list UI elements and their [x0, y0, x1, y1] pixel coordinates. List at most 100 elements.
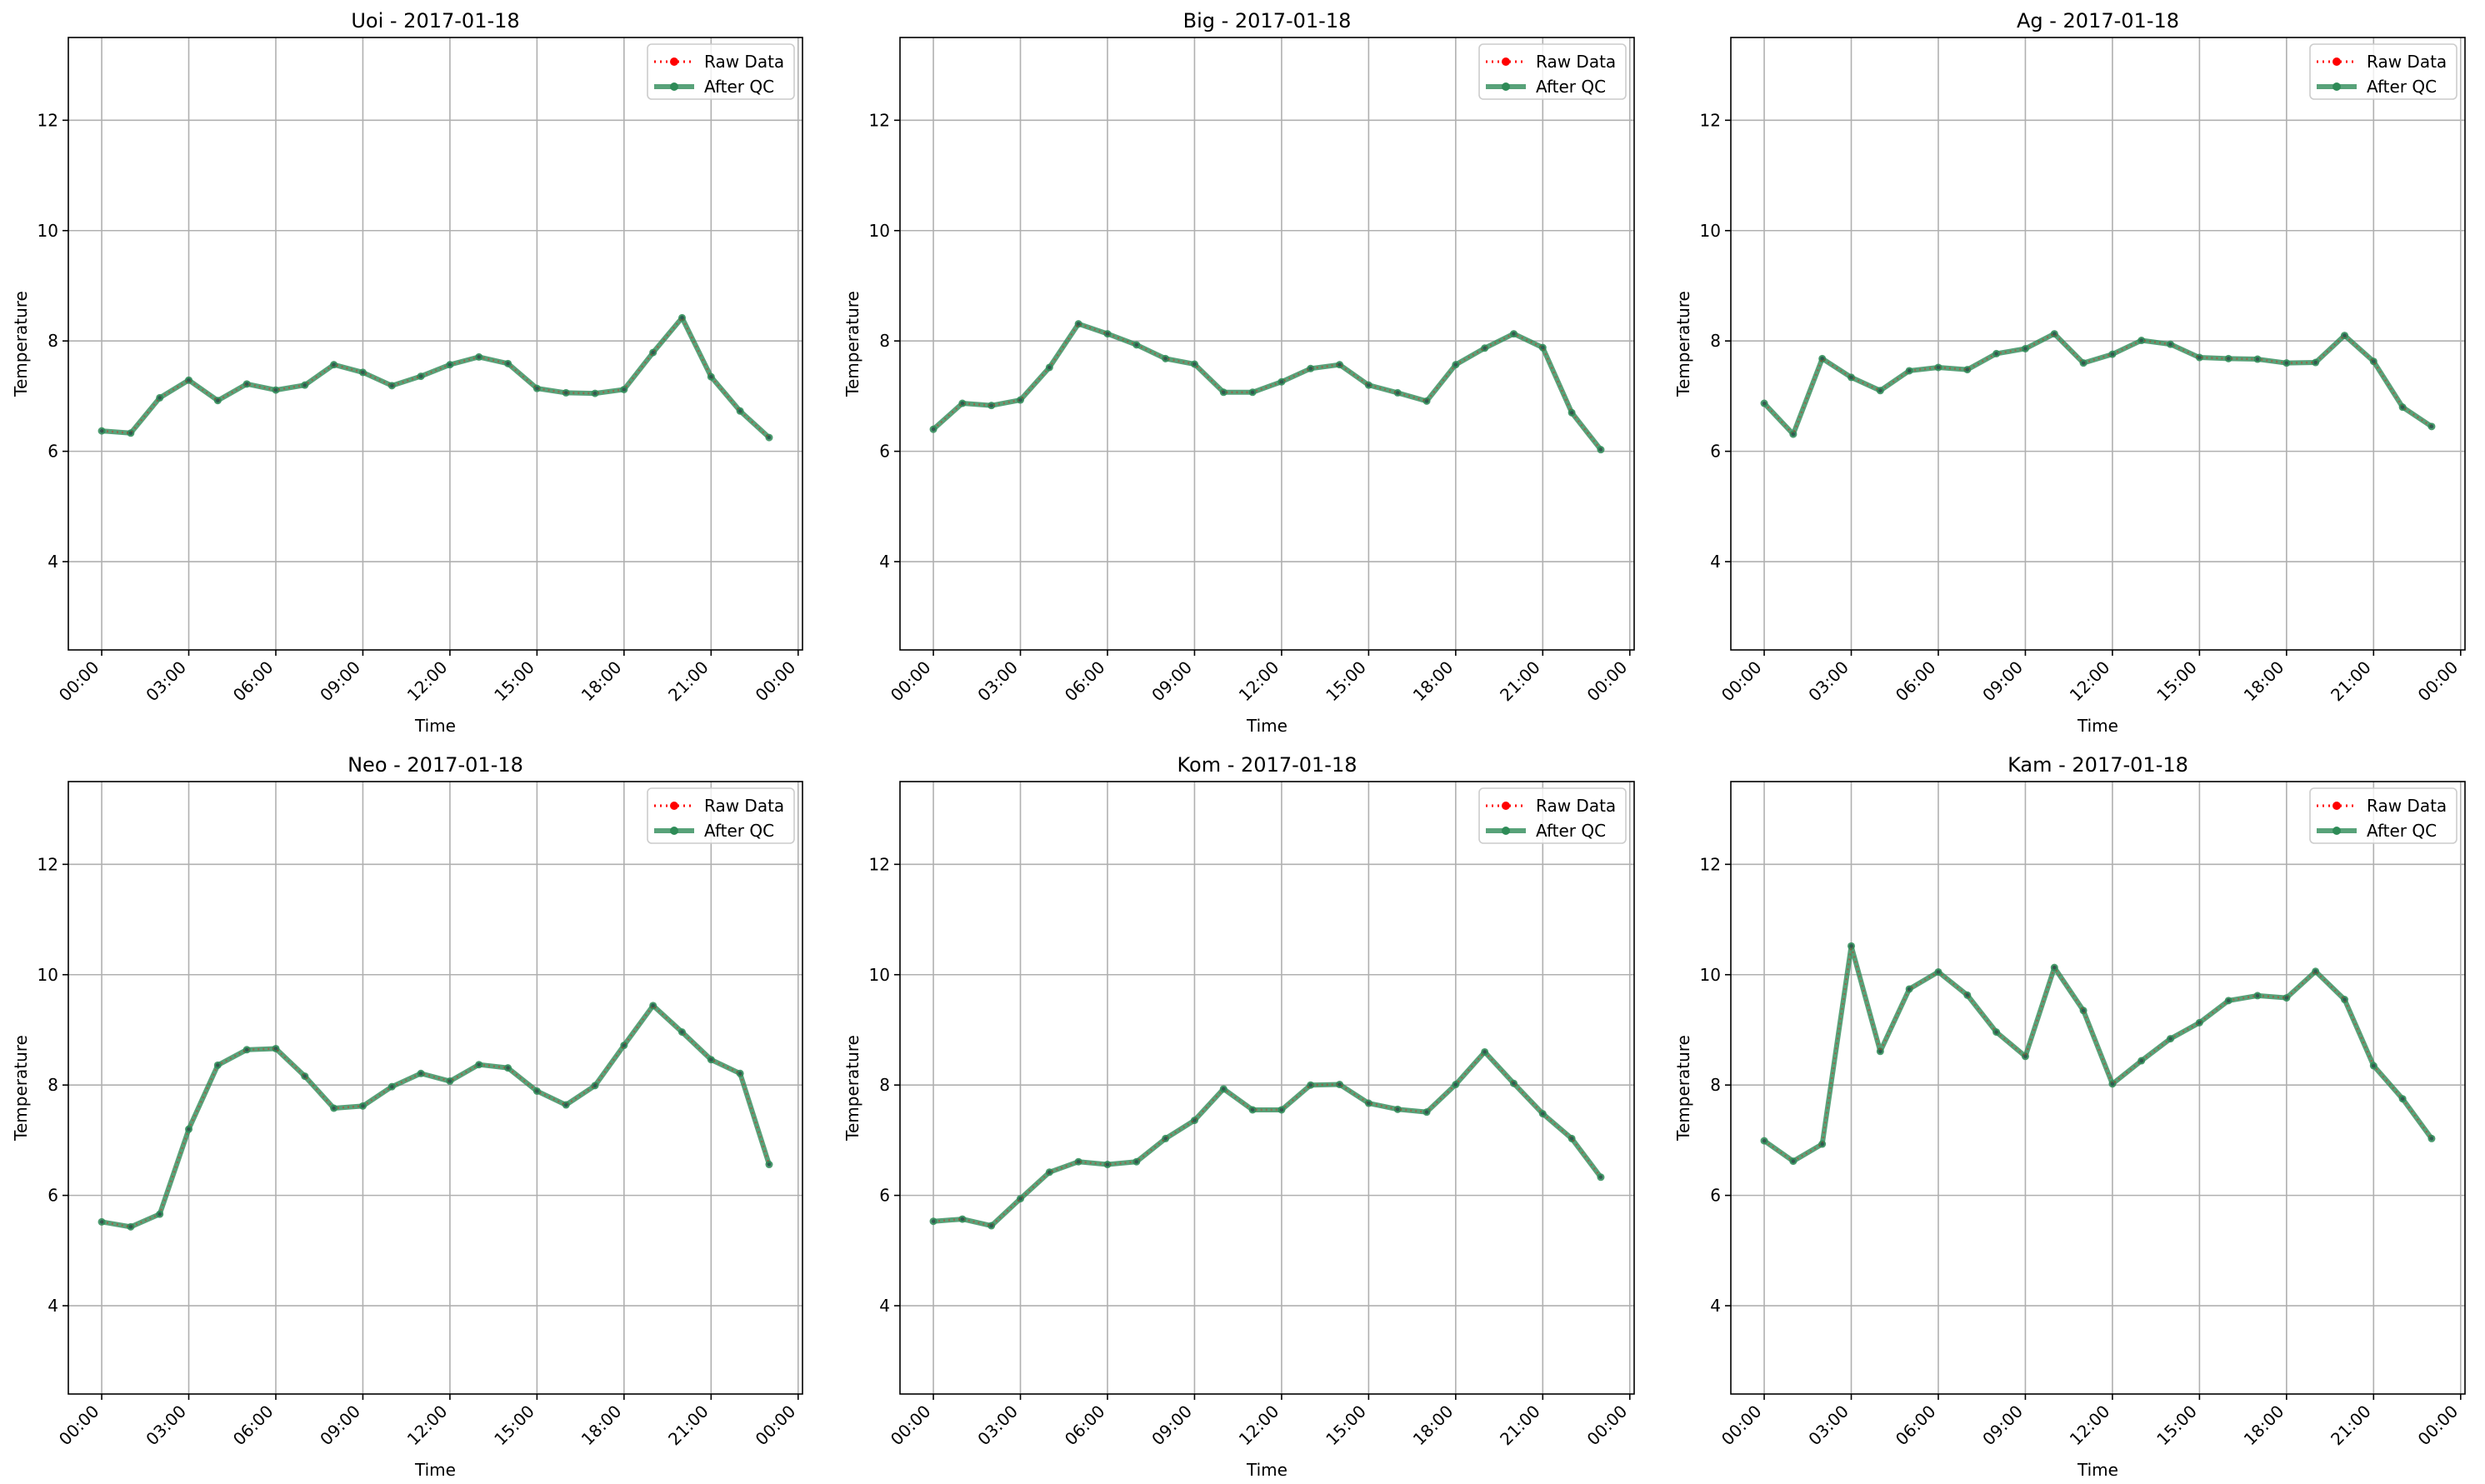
- raw-data-point: [1994, 352, 1998, 356]
- y-tick-label: 4: [1710, 1296, 1721, 1316]
- raw-data-point: [1569, 1137, 1574, 1141]
- y-tick-label: 6: [1710, 1186, 1721, 1206]
- raw-data-point: [2226, 998, 2231, 1003]
- legend-after-qc-label: After QC: [704, 77, 774, 97]
- x-tick-label: 18:00: [578, 657, 626, 706]
- raw-data-point: [1569, 411, 1574, 415]
- x-tick-label: 15:00: [490, 657, 538, 706]
- panel-title: Ag - 2017-01-18: [2017, 9, 2179, 32]
- raw-data-point: [1367, 382, 1371, 387]
- after-qc-line: [932, 1049, 1603, 1229]
- panel-title: Big - 2017-01-18: [1183, 9, 1352, 32]
- raw-data-point: [1105, 332, 1110, 336]
- raw-data-point: [1222, 1087, 1226, 1092]
- x-tick-label: 15:00: [1322, 1402, 1370, 1450]
- x-axis-label: Time: [2077, 1460, 2118, 1480]
- y-tick-label: 10: [1700, 221, 1721, 241]
- legend-after-qc-label: After QC: [1536, 77, 1606, 97]
- x-tick-label: 00:00: [887, 657, 935, 706]
- panel-1: 4 6 8 10 12 00:00 03:00 06:00 09:00 12:00 15:00 18:…: [11, 9, 803, 736]
- x-tick-label: 03:00: [142, 657, 190, 706]
- legend: Raw Data After QC: [647, 787, 795, 844]
- raw-data-point: [1018, 397, 1022, 402]
- raw-data-point: [2052, 965, 2057, 970]
- raw-data-point: [216, 1063, 220, 1067]
- raw-data-point: [1849, 375, 1853, 380]
- raw-data-point: [709, 1057, 713, 1062]
- panel-title: Uoi - 2017-01-18: [351, 9, 519, 32]
- raw-data-point: [1308, 1082, 1312, 1087]
- x-tick-label: 00:00: [1583, 657, 1632, 706]
- x-tick-label: 09:00: [1148, 657, 1196, 706]
- raw-data-point: [2139, 338, 2143, 342]
- raw-data-point: [1965, 367, 1970, 372]
- y-tick-label: 12: [38, 854, 58, 874]
- raw-data-point: [1791, 1159, 1796, 1163]
- raw-data-point: [535, 1089, 539, 1093]
- x-tick-label: 06:00: [1892, 657, 1940, 706]
- x-tick-label: 18:00: [2240, 1402, 2288, 1450]
- x-tick-label: 03:00: [973, 1402, 1022, 1450]
- raw-data-point: [960, 401, 965, 406]
- legend: Raw Data After QC: [647, 43, 795, 100]
- raw-data-point: [1163, 1137, 1168, 1141]
- x-axis-label: Time: [1246, 716, 1288, 736]
- legend-raw-data-label: Raw Data: [1536, 796, 1616, 816]
- raw-data-point: [2081, 1008, 2086, 1012]
- raw-data-point: [332, 362, 336, 367]
- raw-data-point: [2023, 1054, 2028, 1058]
- raw-data-point: [1192, 362, 1197, 367]
- x-tick-label: 12:00: [2066, 1402, 2114, 1450]
- y-tick-label: 8: [48, 331, 58, 351]
- legend-after-qc-marker: [2332, 82, 2341, 91]
- raw-data-line: [101, 1004, 771, 1228]
- raw-data-point: [622, 1043, 627, 1047]
- raw-data-point: [651, 1003, 655, 1008]
- raw-data-point: [506, 362, 510, 366]
- legend-after-qc-marker: [1502, 827, 1510, 835]
- panel-4: 4 6 8 10 12 00:00 03:00 06:00 09:00 12:00 15:00 18:…: [11, 753, 803, 1480]
- y-axis-label: Temperature: [11, 291, 31, 397]
- raw-data-point: [2198, 355, 2202, 360]
- raw-data-point: [989, 403, 993, 407]
- raw-data-point: [2023, 347, 2028, 351]
- raw-data-point: [1453, 362, 1458, 367]
- x-tick-label: 18:00: [1409, 1402, 1458, 1450]
- raw-data-line: [932, 1050, 1602, 1227]
- legend-raw-data-marker: [2332, 802, 2341, 810]
- raw-data-point: [1878, 388, 1882, 392]
- x-tick-label: 15:00: [1322, 657, 1370, 706]
- raw-data-point: [1192, 1118, 1197, 1122]
- raw-data-point: [99, 1220, 104, 1224]
- raw-data-point: [1907, 368, 1912, 373]
- y-axis-label: Temperature: [842, 1035, 862, 1142]
- x-tick-label: 21:00: [664, 657, 712, 706]
- x-axis-label: Time: [414, 716, 456, 736]
- raw-data-point: [709, 375, 713, 379]
- legend-raw-data-marker: [1502, 802, 1510, 810]
- x-tick-label: 00:00: [55, 657, 103, 706]
- y-tick-label: 6: [879, 1186, 890, 1206]
- raw-data-point: [622, 387, 627, 392]
- x-tick-label: 12:00: [403, 1402, 452, 1450]
- raw-data-point: [1878, 1049, 1882, 1053]
- after-qc-line: [101, 1002, 772, 1230]
- raw-data-point: [1076, 1160, 1081, 1164]
- x-tick-label: 00:00: [752, 1402, 800, 1450]
- axes-frame: [1730, 37, 2466, 651]
- raw-data-point: [931, 427, 936, 432]
- raw-data-point: [592, 391, 598, 396]
- legend: Raw Data After QC: [1478, 787, 1627, 844]
- y-tick-label: 8: [1710, 331, 1721, 351]
- y-tick-label: 10: [38, 221, 58, 241]
- raw-data-point: [448, 1079, 452, 1083]
- raw-data-point: [563, 1102, 568, 1107]
- after-qc-line: [101, 315, 771, 440]
- y-tick-label: 10: [38, 965, 58, 985]
- legend-after-qc-label: After QC: [2367, 821, 2437, 841]
- raw-data-point: [244, 1047, 249, 1052]
- x-tick-label: 21:00: [664, 1402, 712, 1450]
- raw-data-point: [931, 1219, 936, 1223]
- x-tick-label: 15:00: [490, 1402, 538, 1450]
- axes-frame: [899, 781, 1635, 1395]
